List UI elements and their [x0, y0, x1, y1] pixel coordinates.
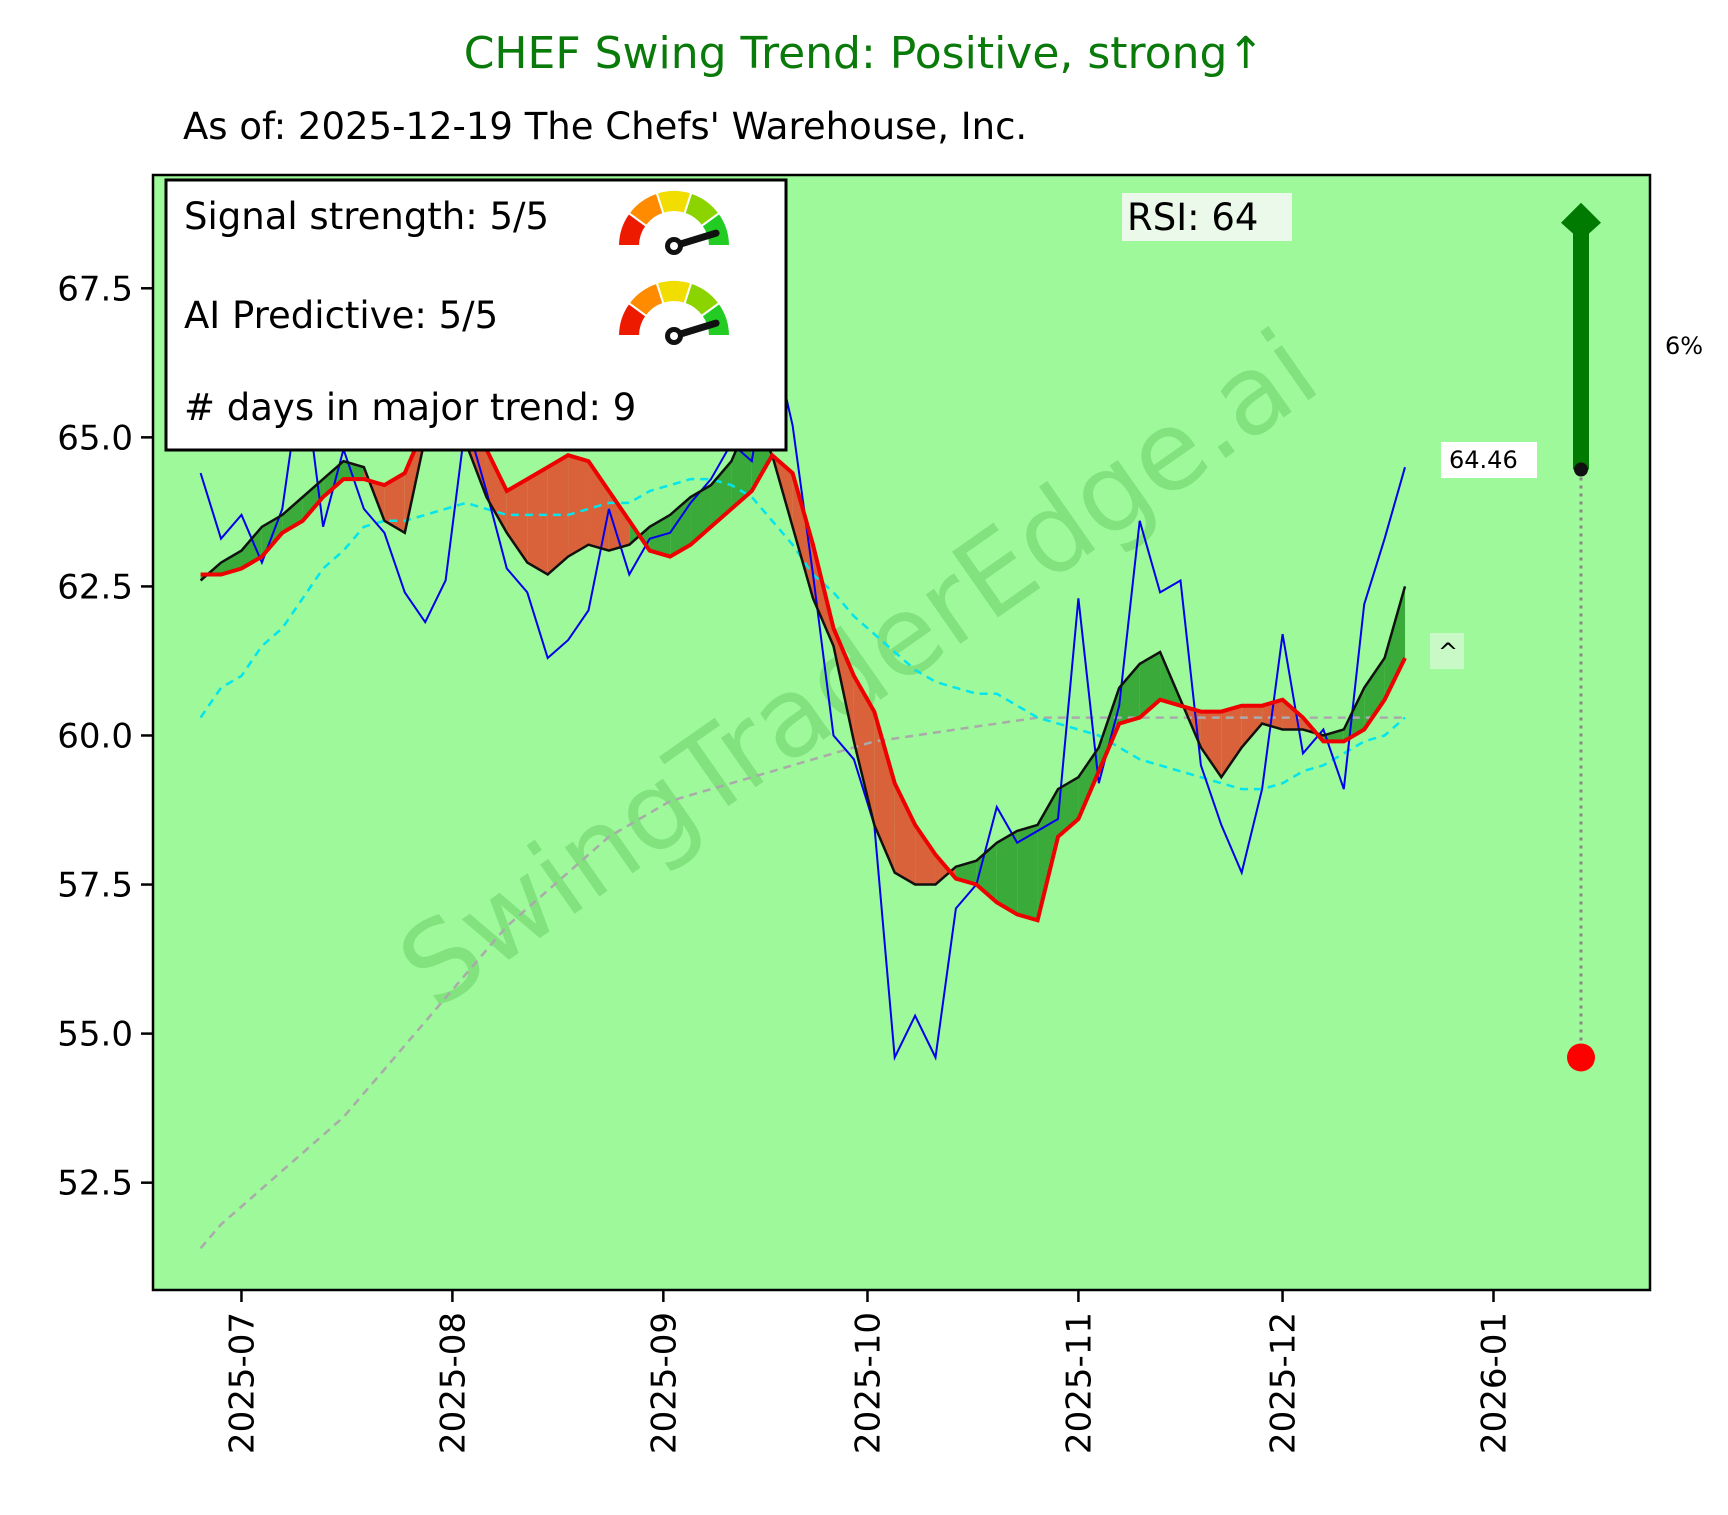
trend-fill-segment — [1119, 663, 1140, 724]
trend-fill-segment — [1364, 657, 1385, 730]
trend-fill-segment — [1241, 705, 1263, 748]
trend-fill-segment — [1200, 711, 1222, 778]
x-tick-label: 2025-08 — [433, 1312, 473, 1454]
trend-fill-segment — [282, 496, 303, 533]
signal-gauge-icon — [616, 189, 732, 255]
stop-dot — [1567, 1043, 1595, 1072]
x-axis: 2025-07 2025-08 2025-09 2025-10 2025-11 2025-… — [222, 1290, 1514, 1454]
x-tick-label: 2025-09 — [644, 1312, 684, 1454]
last-price-dot — [1574, 462, 1588, 477]
x-tick-label: 2025-10 — [848, 1312, 888, 1454]
caret-label-box — [1430, 633, 1464, 669]
price-line — [199, 335, 1406, 1062]
trend-fill-segment — [710, 461, 732, 527]
fast-ma-line — [199, 405, 1407, 886]
trend-fill-segment — [1139, 652, 1161, 718]
trend-fill-segment — [384, 473, 405, 533]
y-tick-label: 52.5 — [57, 1164, 133, 1204]
days-in-trend-label: # days in major trend: 9 — [184, 386, 636, 429]
trend-fill-segment — [874, 711, 895, 873]
trend-fill-segment — [1323, 729, 1344, 742]
trend-fill-segment — [1098, 687, 1120, 772]
trend-fill-segment — [1078, 747, 1099, 819]
rsi-label-box — [1122, 193, 1292, 241]
y-tick-label: 67.5 — [57, 269, 133, 309]
ai-gauge-icon — [616, 279, 732, 345]
target-diamond — [1561, 202, 1601, 241]
slow-ma-line — [200, 411, 1407, 923]
pct-label: 6% — [1665, 332, 1703, 360]
target-indicator — [1561, 202, 1601, 1072]
trend-fill-segment — [506, 479, 528, 563]
chart-subtitle: As of: 2025-12-19 The Chefs' Warehouse, … — [183, 105, 1027, 148]
trend-fill-segment — [996, 830, 1018, 915]
y-tick-label: 65.0 — [57, 418, 133, 458]
trend-fill-segment — [853, 675, 875, 825]
signal-strength-label: Signal strength: 5/5 — [184, 195, 549, 238]
x-tick-label: 2025-07 — [222, 1312, 262, 1454]
x-tick-label: 2025-11 — [1059, 1312, 1099, 1454]
gauge-hub-center — [670, 242, 678, 250]
y-axis: 52.5 55.0 57.5 60.0 62.5 65.0 67.5 — [57, 269, 153, 1204]
chart-title: CHEF Swing Trend: Positive, strong↑ — [464, 28, 1265, 79]
rsi-label: RSI: 64 — [1127, 196, 1258, 239]
ai-predictive-label: AI Predictive: 5/5 — [184, 294, 498, 337]
ma200-line — [199, 716, 1405, 1250]
x-tick-label: 2025-12 — [1264, 1312, 1304, 1454]
trend-fill-segment — [568, 455, 589, 557]
last-price-label: 64.46 — [1449, 446, 1518, 474]
x-tick-label: 2026-01 — [1474, 1312, 1514, 1454]
trend-fill-segment — [1017, 824, 1038, 921]
trend-fill-segment — [915, 824, 936, 885]
gauge-hub-center — [670, 332, 678, 340]
trend-fill-segment — [1384, 586, 1406, 700]
trend-fill-segment — [608, 491, 630, 551]
trend-fill-segment — [1343, 687, 1365, 742]
legend-box: Signal strength: 5/5 AI Predictive: 5/5 … — [164, 178, 788, 452]
trend-fill-segment — [486, 449, 507, 533]
last-price-label-box — [1441, 442, 1537, 478]
y-tick-label: 62.5 — [57, 567, 133, 607]
series-lines — [199, 335, 1407, 1250]
y-tick-label: 60.0 — [57, 716, 133, 756]
trend-fill-segment — [527, 467, 548, 575]
caret-label: ^ — [1438, 638, 1458, 666]
y-tick-label: 57.5 — [57, 866, 133, 906]
y-tick-label: 55.0 — [57, 1015, 133, 1055]
trend-fill-segment — [894, 783, 916, 885]
trend-fill-segment — [1221, 705, 1242, 778]
